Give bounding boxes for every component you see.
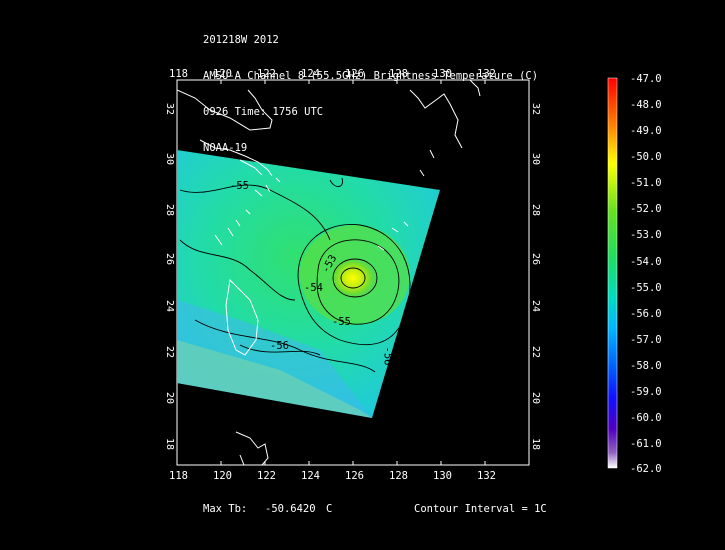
contour-label: -56 [381, 346, 394, 366]
contour-label: -55 [332, 316, 351, 328]
lon-top-label: 120 [213, 68, 232, 80]
lon-bottom-label: 128 [389, 470, 408, 482]
coastline-lines [177, 80, 481, 465]
colorbar-label: -47.0 [630, 73, 662, 85]
lat-left-label: 26 [164, 253, 175, 266]
colorbar-label: -55.0 [630, 282, 662, 294]
contour-label: -56 [270, 340, 289, 352]
lon-bottom-label: 120 [213, 470, 232, 482]
axis-ticks [220, 80, 486, 465]
lon-top-label: 126 [345, 68, 364, 80]
max-tb-unit: C [326, 503, 333, 515]
colorbar-label: -60.0 [630, 412, 662, 424]
colorbar-label: -57.0 [630, 334, 662, 346]
contour-label: -54 [304, 282, 323, 294]
lon-bottom-label: 124 [301, 470, 320, 482]
colorbar-label: -50.0 [630, 151, 662, 163]
cool-region-south [177, 340, 372, 418]
colorbar-label: -48.0 [630, 99, 662, 111]
lat-right-label: 20 [530, 392, 541, 405]
colorbar-label: -51.0 [630, 177, 662, 189]
contour-label: -55 [230, 180, 249, 192]
lat-left-label: 28 [164, 204, 175, 217]
lat-left-label: 22 [164, 346, 175, 359]
lat-right-label: 30 [530, 153, 541, 166]
lat-right-label: 28 [530, 204, 541, 217]
lon-top-label: 118 [169, 68, 188, 80]
lat-right-label: 22 [530, 346, 541, 359]
lat-left-label: 30 [164, 153, 175, 166]
warm-core [328, 256, 378, 300]
lon-bottom-label: 118 [169, 470, 188, 482]
taiwan-outline [225, 278, 259, 356]
lat-right-label: 18 [530, 438, 541, 451]
colorbar-label: -62.0 [630, 463, 662, 475]
lon-top-label: 128 [389, 68, 408, 80]
channel-title: AMSU-A Channel 8 (55.5GHz) Brightness Te… [203, 70, 539, 82]
lat-left-label: 18 [164, 438, 175, 451]
contour-lines [179, 177, 411, 373]
colorbar-label: -49.0 [630, 125, 662, 137]
lat-right-label: 32 [530, 103, 541, 116]
colorbar-label: -54.0 [630, 256, 662, 268]
lon-bottom-label: 132 [477, 470, 496, 482]
colorbar-label: -52.0 [630, 203, 662, 215]
colorbar-label: -56.0 [630, 308, 662, 320]
contour-interval: Contour Interval = 1C [414, 503, 547, 515]
lat-left-label: 32 [164, 103, 175, 116]
lon-bottom-label: 126 [345, 470, 364, 482]
storm-id-title: 201218W 2012 [203, 34, 279, 46]
lat-right-label: 26 [530, 253, 541, 266]
colorbar [608, 78, 617, 468]
lon-top-label: 124 [301, 68, 320, 80]
colorbar-label: -58.0 [630, 360, 662, 372]
lon-top-label: 132 [477, 68, 496, 80]
lon-bottom-label: 130 [433, 470, 452, 482]
colorbar-label: -53.0 [630, 229, 662, 241]
lat-right-label: 24 [530, 300, 541, 313]
max-tb-value: -50.6420 [265, 503, 316, 515]
satellite-title: NOAA-19 [203, 142, 248, 154]
lat-left-label: 20 [164, 392, 175, 405]
colorbar-label: -59.0 [630, 386, 662, 398]
colorbar-border [607, 77, 618, 469]
lat-left-label: 24 [164, 300, 175, 313]
max-tb-label: Max Tb: [203, 503, 248, 515]
lon-top-label: 122 [257, 68, 276, 80]
lon-bottom-label: 122 [257, 470, 276, 482]
lon-top-label: 130 [433, 68, 452, 80]
colorbar-label: -61.0 [630, 438, 662, 450]
